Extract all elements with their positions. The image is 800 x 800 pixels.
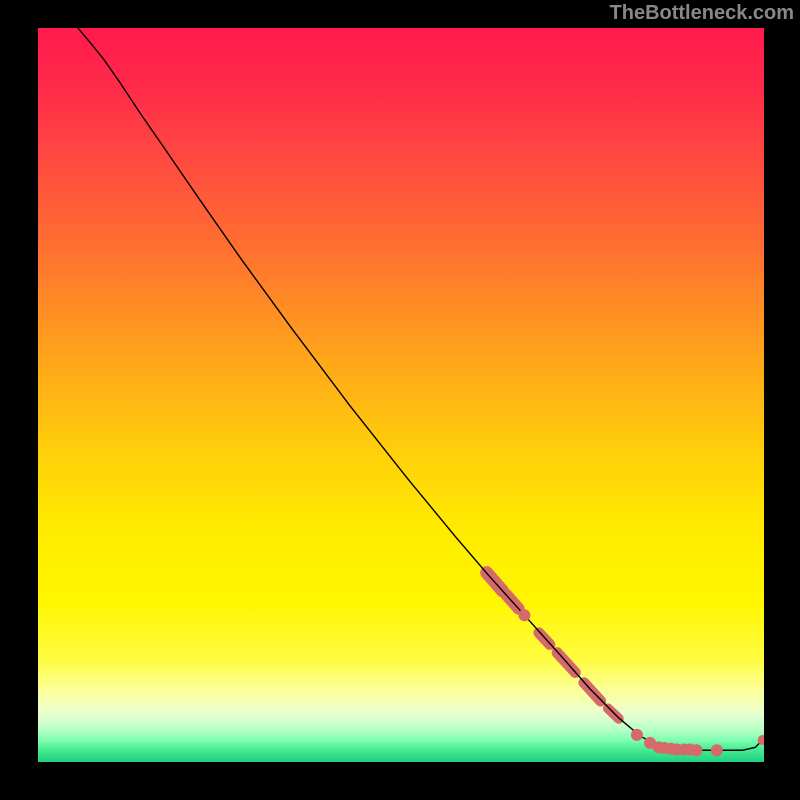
marker-point (631, 729, 643, 741)
curve-line (78, 28, 763, 750)
marker-points (518, 609, 764, 756)
marker-segment (539, 633, 550, 645)
marker-point (711, 744, 723, 756)
marker-point (518, 609, 530, 621)
marker-point (690, 744, 702, 756)
plot-area (38, 28, 764, 762)
chart-overlay (38, 28, 764, 762)
watermark-text: TheBottleneck.com (610, 2, 794, 25)
chart-container: TheBottleneck.com (0, 0, 800, 800)
